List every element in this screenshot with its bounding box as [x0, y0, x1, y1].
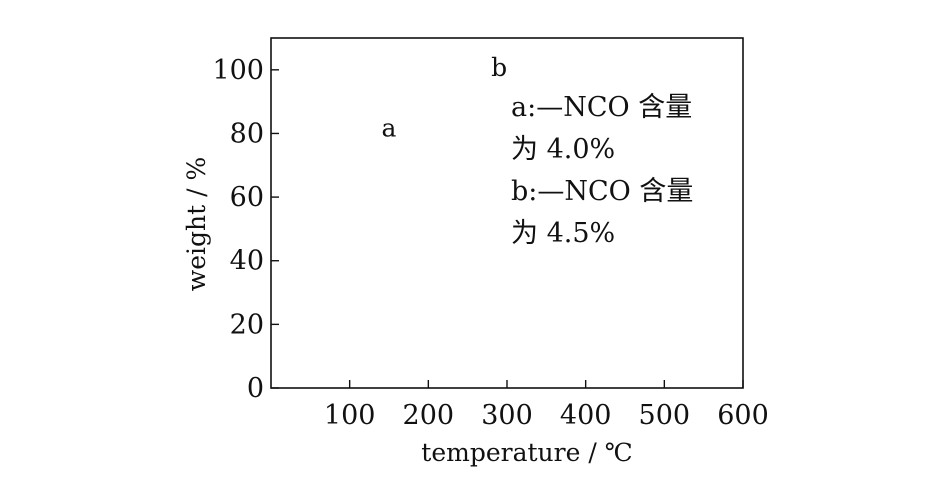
curve-label-b: b	[491, 53, 507, 82]
x-tick-label: 400	[560, 400, 612, 431]
axis-ticks	[271, 69, 744, 389]
y-axis-title: weight / %	[182, 157, 211, 291]
y-tick-label: 100	[212, 55, 264, 86]
legend-line-3: b:—NCO 含量	[511, 176, 693, 207]
y-tick-label: 0	[247, 373, 264, 404]
x-tick-label: 100	[324, 400, 376, 431]
legend-line-1: a:—NCO 含量	[511, 92, 692, 123]
x-tick-label: 500	[639, 400, 691, 431]
x-tick-label: 200	[403, 400, 455, 431]
y-tick-label: 40	[230, 246, 264, 277]
plot-frame	[270, 37, 744, 389]
x-axis-title: temperature / ℃	[421, 438, 632, 467]
legend-line-4: 为 4.5%	[511, 218, 615, 249]
legend-line-2: 为 4.0%	[511, 134, 615, 165]
curve-labels: ab	[382, 53, 508, 142]
x-tick-label: 300	[481, 400, 533, 431]
tick-labels: 100 200 300 400 500 600 0 20 40 60 80 100	[212, 55, 768, 431]
y-tick-label: 80	[230, 118, 264, 149]
y-tick-label: 60	[230, 182, 264, 213]
x-tick-label: 600	[717, 400, 769, 431]
curve-label-a: a	[382, 114, 397, 143]
y-tick-label: 20	[230, 309, 264, 340]
legend: a:—NCO 含量 为 4.0% b:—NCO 含量 为 4.5%	[511, 92, 693, 249]
